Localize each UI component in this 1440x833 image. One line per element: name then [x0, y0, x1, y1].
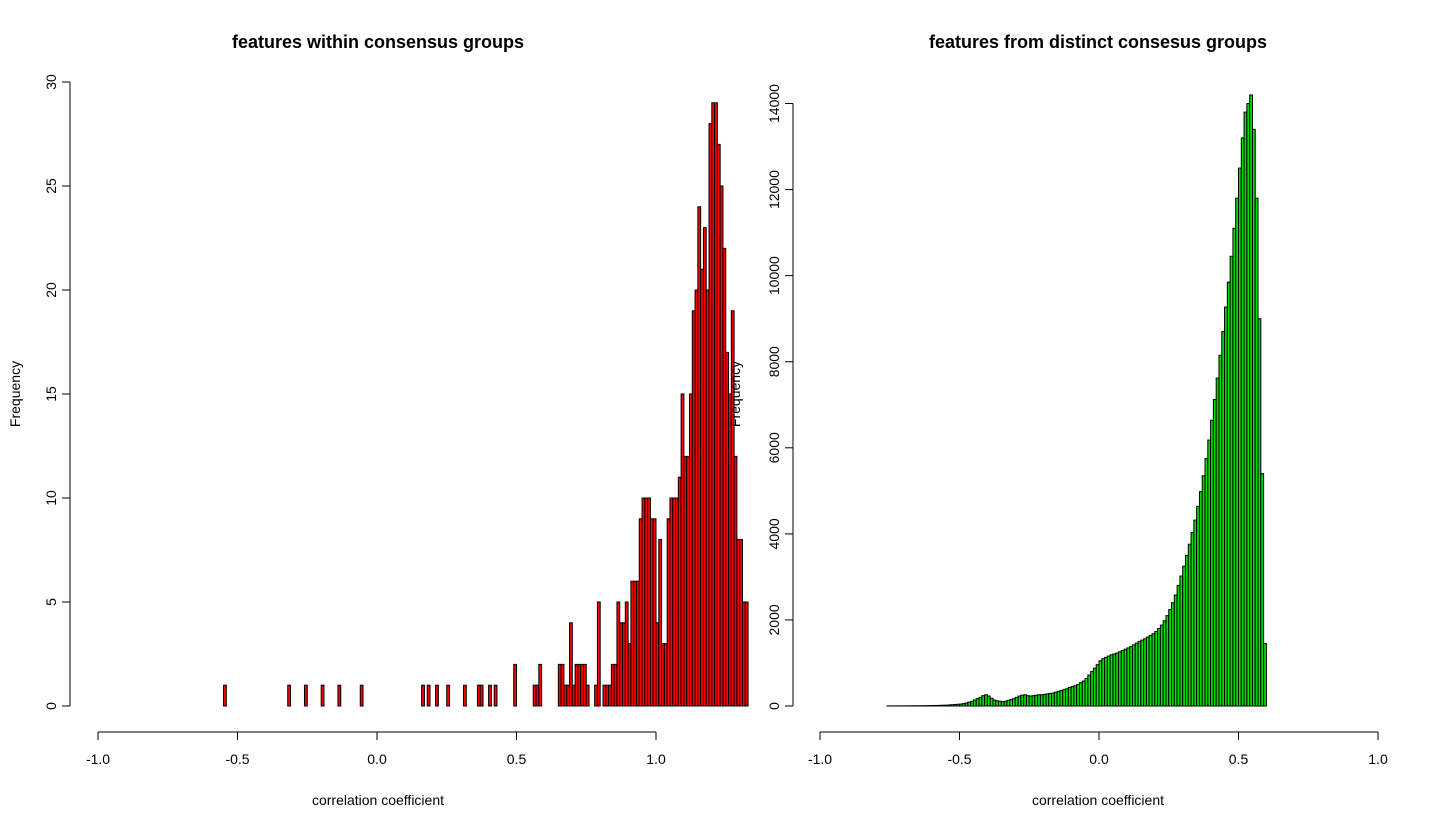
chart-panel-2: features from distinct consesus groups -1… — [727, 32, 1388, 808]
x-tick-label: 1.0 — [1368, 751, 1388, 767]
histogram-bar — [539, 664, 542, 706]
chart-title: features from distinct consesus groups — [929, 32, 1267, 52]
histogram-bar — [1264, 644, 1267, 706]
histogram-bar — [360, 685, 363, 706]
y-tick-label: 20 — [43, 282, 59, 298]
x-tick-label: 0.0 — [367, 751, 387, 767]
histogram-bar — [304, 685, 307, 706]
x-tick-label: 0.0 — [1089, 751, 1109, 767]
histogram-bar — [514, 664, 517, 706]
y-tick-label: 12000 — [766, 170, 782, 209]
histogram-bar — [597, 602, 600, 706]
histogram-bar — [586, 685, 589, 706]
x-axis: -1.0 -0.5 0.0 0.5 1.0 — [86, 732, 666, 767]
y-axis: 0 2000 4000 6000 8000 10000 12000 14000 — [766, 84, 793, 710]
y-axis-label: Frequency — [7, 361, 23, 427]
x-axis: -1.0 -0.5 0.0 0.5 1.0 — [808, 732, 1388, 767]
y-tick-label: 14000 — [766, 84, 782, 123]
chart-title: features within consensus groups — [232, 32, 524, 52]
x-tick-label: -1.0 — [808, 751, 832, 767]
y-tick-label: 6000 — [766, 432, 782, 463]
x-axis-label: correlation coefficient — [312, 792, 444, 808]
y-tick-label: 8000 — [766, 346, 782, 377]
histogram-bar — [480, 685, 483, 706]
histogram-bar — [489, 685, 492, 706]
x-tick-label: -0.5 — [947, 751, 971, 767]
bars — [224, 103, 749, 706]
bars — [887, 95, 1266, 706]
histogram-bar — [494, 685, 497, 706]
y-tick-label: 30 — [43, 74, 59, 90]
histogram-bar — [427, 685, 430, 706]
histogram-bar — [436, 685, 439, 706]
x-axis-label: correlation coefficient — [1032, 792, 1164, 808]
y-tick-label: 5 — [43, 598, 59, 606]
histogram-bar — [288, 685, 291, 706]
x-tick-label: -1.0 — [86, 751, 110, 767]
x-tick-label: 0.5 — [507, 751, 527, 767]
y-tick-label: 10000 — [766, 256, 782, 295]
x-tick-label: -0.5 — [225, 751, 249, 767]
y-tick-label: 25 — [43, 178, 59, 194]
y-tick-label: 0 — [766, 702, 782, 710]
y-tick-label: 4000 — [766, 518, 782, 549]
histogram-bar — [321, 685, 324, 706]
histogram-bar — [224, 685, 227, 706]
chart-panel-1: features within consensus groups -1.0 -0.5… — [7, 32, 748, 808]
y-tick-label: 2000 — [766, 604, 782, 635]
histogram-bar — [745, 602, 748, 706]
histogram-bar — [338, 685, 341, 706]
y-tick-label: 10 — [43, 490, 59, 506]
y-tick-label: 0 — [43, 702, 59, 710]
histogram-bar — [422, 685, 425, 706]
y-tick-label: 15 — [43, 386, 59, 402]
histogram-bar — [447, 685, 450, 706]
y-axis: 0 5 10 15 20 25 30 — [43, 74, 70, 710]
x-tick-label: 1.0 — [646, 751, 666, 767]
y-axis-label: Frequency — [727, 361, 743, 427]
x-tick-label: 0.5 — [1229, 751, 1249, 767]
histogram-bar — [463, 685, 466, 706]
